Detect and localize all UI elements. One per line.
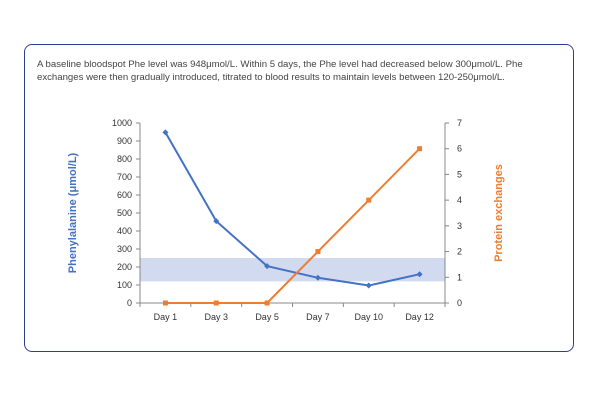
left-tick-label: 100 [117,280,132,290]
phenylalanine-point [264,263,271,270]
right-tick-label: 7 [457,118,462,128]
left-tick-label: 900 [117,136,132,146]
protein-exchanges-point [366,197,372,203]
phenylalanine-point [162,129,169,136]
right-tick-label: 5 [457,169,462,179]
left-tick-label: 300 [117,244,132,254]
left-tick-label: 800 [117,154,132,164]
protein-exchanges-point [264,300,270,306]
left-tick-label: 700 [117,172,132,182]
left-tick-label: 1000 [112,118,132,128]
x-category-label: Day 7 [306,312,330,322]
left-tick-label: 400 [117,226,132,236]
x-category-label: Day 10 [354,312,383,322]
right-tick-label: 6 [457,144,462,154]
left-tick-label: 600 [117,190,132,200]
protein-exchanges-point [162,300,168,306]
chart-card [24,44,574,352]
protein-exchanges-point [213,300,219,306]
left-tick-label: 200 [117,262,132,272]
phenylalanine-point [416,271,423,278]
phenylalanine-line [164,131,420,287]
x-category-label: Day 12 [405,312,434,322]
right-axis-title: Protein exchanges [493,164,505,262]
x-category-label: Day 3 [204,312,228,322]
chart-caption: A baseline bloodspot Phe level was 948μm… [37,59,523,83]
right-tick-label: 3 [457,221,462,231]
right-tick-label: 2 [457,247,462,257]
left-tick-label: 500 [117,208,132,218]
x-category-label: Day 1 [154,312,178,322]
right-tick-label: 1 [457,272,462,282]
right-tick-label: 4 [457,195,462,205]
left-axis-title: Phenylalanine (μmol/L) [67,152,79,273]
phenylalanine-point [314,274,321,281]
right-tick-label: 0 [457,298,462,308]
x-category-label: Day 5 [255,312,279,322]
left-tick-label: 0 [127,298,132,308]
target-range-band [140,258,445,282]
protein-exchanges-line [165,148,421,304]
protein-exchanges-point [315,249,321,255]
phenylalanine-point [365,282,372,289]
phenylalanine-point [213,218,220,225]
protein-exchanges-point [417,146,423,152]
